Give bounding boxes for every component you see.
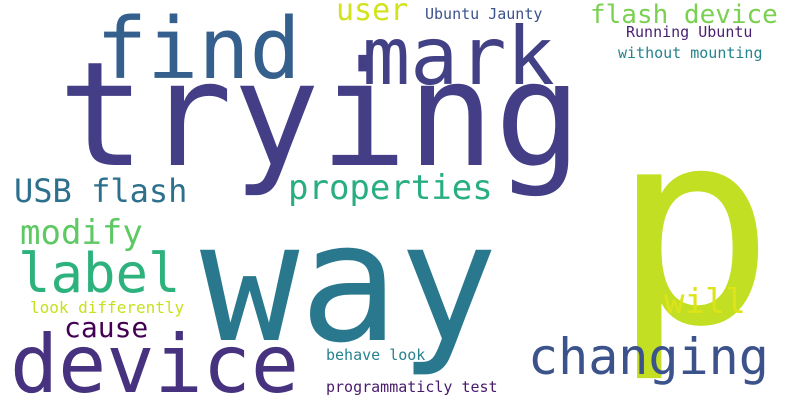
word-behave-look: behave look xyxy=(326,346,425,364)
word-label: label xyxy=(18,242,181,305)
word-mark: mark xyxy=(362,10,555,103)
word-programmaticly-test: programmaticly test xyxy=(326,378,498,396)
word-way: way xyxy=(200,187,498,379)
word-device: device xyxy=(10,318,299,400)
word-changing: changing xyxy=(528,328,769,386)
word-usb-flash: USB flash xyxy=(14,172,187,210)
word-without-mounting: without mounting xyxy=(618,44,763,62)
word-properties: properties xyxy=(288,168,493,208)
word-running-ubuntu: Running Ubuntu xyxy=(626,23,752,41)
word-ubuntu-jaunty: Ubuntu Jaunty xyxy=(425,5,542,23)
word-p: p xyxy=(612,71,775,386)
word-user: user xyxy=(336,0,408,28)
word-modify: modify xyxy=(20,213,143,253)
word-look-differently: look differently xyxy=(30,298,184,317)
word-flash-device: flash device xyxy=(590,0,778,30)
word-trying: trying xyxy=(58,31,582,200)
word-find: find xyxy=(96,0,301,99)
word-will: will xyxy=(664,282,746,322)
word-cause: cause xyxy=(64,311,148,344)
